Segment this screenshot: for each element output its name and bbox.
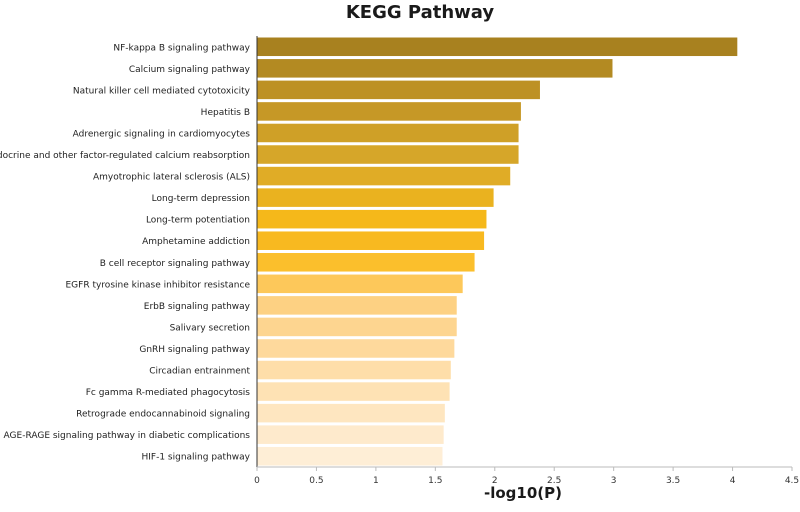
bar — [257, 59, 613, 78]
category-label: Amyotrophic lateral sclerosis (ALS) — [93, 173, 250, 183]
bar — [257, 339, 455, 358]
x-tick-label: 0.5 — [309, 476, 323, 486]
bar — [257, 446, 443, 466]
category-label: EGFR tyrosine kinase inhibitor resistanc… — [66, 280, 251, 290]
category-label: B cell receptor signaling pathway — [100, 259, 251, 269]
category-label: Natural killer cell mediated cytotoxicit… — [73, 86, 251, 96]
bar — [257, 360, 451, 380]
bar — [257, 80, 540, 100]
x-tick-label: 3.5 — [666, 476, 680, 486]
category-label: AGE-RAGE signaling pathway in diabetic c… — [4, 431, 251, 441]
category-label: Adrenergic signaling in cardiomyocytes — [73, 129, 251, 139]
bar — [257, 296, 457, 315]
category-label: ErbB signaling pathway — [144, 302, 251, 312]
category-label: Endocrine and other factor-regulated cal… — [0, 151, 250, 161]
category-label: HIF-1 signaling pathway — [142, 453, 251, 463]
bar — [257, 166, 511, 186]
category-label: Long-term potentiation — [146, 216, 250, 226]
bar — [257, 37, 738, 57]
x-tick-label: 1.5 — [428, 476, 442, 486]
x-tick-label: 3 — [611, 476, 617, 486]
category-label: Calcium signaling pathway — [129, 65, 251, 75]
x-tick-label: 0 — [254, 476, 260, 486]
category-label: GnRH signaling pathway — [139, 345, 250, 355]
chart-title: KEGG Pathway — [345, 2, 495, 23]
category-label: Retrograde endocannabinoid signaling — [76, 410, 250, 420]
category-label: Amphetamine addiction — [142, 237, 250, 247]
bar — [257, 253, 475, 272]
bar — [257, 317, 457, 337]
category-label: Fc gamma R-mediated phagocytosis — [86, 388, 251, 398]
bar — [257, 145, 519, 164]
category-label: Salivary secretion — [170, 323, 250, 333]
bar — [257, 274, 463, 294]
bar — [257, 209, 487, 229]
category-label: Circadian entrainment — [149, 367, 250, 377]
category-label: Long-term depression — [152, 194, 250, 204]
x-tick-label: 2.5 — [547, 476, 561, 486]
bar — [257, 102, 521, 121]
bar — [257, 403, 445, 423]
x-tick-label: 1 — [373, 476, 379, 486]
bar — [257, 188, 494, 207]
category-label: NF-kappa B signaling pathway — [113, 43, 250, 53]
x-tick-label: 2 — [492, 476, 498, 486]
bar — [257, 231, 485, 250]
bar — [257, 123, 519, 143]
x-tick-label: 4.5 — [785, 476, 799, 486]
bar — [257, 382, 450, 401]
x-axis-label: -log10(P) — [484, 484, 562, 502]
category-label: Hepatitis B — [201, 108, 250, 118]
bar — [257, 425, 444, 444]
x-tick-label: 4 — [730, 476, 736, 486]
